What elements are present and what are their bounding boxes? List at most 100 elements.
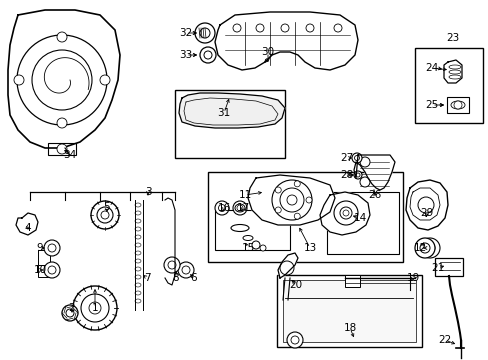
- Ellipse shape: [135, 275, 141, 279]
- Circle shape: [32, 50, 92, 110]
- Polygon shape: [164, 198, 175, 285]
- Ellipse shape: [448, 65, 460, 69]
- Circle shape: [275, 207, 281, 213]
- Ellipse shape: [448, 70, 460, 74]
- Text: 34: 34: [63, 150, 77, 160]
- Circle shape: [260, 245, 265, 251]
- Circle shape: [339, 207, 351, 219]
- Circle shape: [359, 177, 369, 187]
- Circle shape: [195, 23, 215, 43]
- Circle shape: [101, 211, 109, 219]
- Circle shape: [359, 157, 369, 167]
- Polygon shape: [353, 155, 394, 190]
- Text: 7: 7: [143, 273, 150, 283]
- Circle shape: [251, 241, 260, 249]
- Circle shape: [353, 171, 361, 179]
- Circle shape: [453, 101, 461, 109]
- Circle shape: [81, 294, 109, 322]
- Bar: [434, 258, 462, 276]
- Circle shape: [271, 180, 311, 220]
- Text: 2: 2: [68, 303, 75, 313]
- Circle shape: [48, 266, 56, 274]
- Text: 6: 6: [190, 273, 197, 283]
- Circle shape: [182, 266, 190, 274]
- Ellipse shape: [135, 267, 141, 271]
- Text: 27: 27: [340, 153, 353, 163]
- Text: 24: 24: [425, 63, 438, 73]
- Circle shape: [57, 144, 67, 154]
- Circle shape: [294, 181, 300, 187]
- Text: 18: 18: [343, 323, 356, 333]
- Ellipse shape: [135, 251, 141, 255]
- Circle shape: [281, 24, 288, 32]
- Text: 19: 19: [406, 273, 419, 283]
- Circle shape: [215, 201, 228, 215]
- Bar: [38, 265, 53, 277]
- Circle shape: [44, 262, 60, 278]
- Polygon shape: [179, 93, 285, 128]
- Circle shape: [305, 197, 311, 203]
- Bar: [326, 192, 398, 254]
- Bar: [38, 250, 50, 270]
- Circle shape: [163, 257, 180, 273]
- Text: 17: 17: [236, 203, 249, 213]
- Text: 26: 26: [367, 190, 381, 200]
- Text: 4: 4: [24, 223, 31, 233]
- Text: 23: 23: [446, 33, 459, 43]
- Polygon shape: [215, 12, 357, 70]
- Ellipse shape: [135, 219, 141, 223]
- Text: 28: 28: [340, 170, 353, 180]
- Ellipse shape: [135, 211, 141, 215]
- Circle shape: [89, 302, 101, 314]
- Circle shape: [232, 201, 246, 215]
- Bar: [175, 90, 285, 158]
- Bar: [345, 275, 359, 287]
- Circle shape: [57, 118, 67, 128]
- Circle shape: [66, 309, 74, 317]
- Circle shape: [275, 187, 281, 193]
- Circle shape: [280, 188, 304, 212]
- Circle shape: [100, 75, 110, 85]
- Circle shape: [355, 173, 359, 177]
- Circle shape: [178, 262, 194, 278]
- Circle shape: [232, 24, 241, 32]
- Circle shape: [424, 243, 434, 253]
- Text: 21: 21: [430, 263, 444, 273]
- Ellipse shape: [243, 235, 252, 240]
- Circle shape: [91, 201, 119, 229]
- Circle shape: [73, 286, 117, 330]
- Polygon shape: [278, 253, 297, 278]
- Circle shape: [57, 32, 67, 42]
- Circle shape: [414, 238, 434, 258]
- Circle shape: [294, 213, 300, 219]
- Ellipse shape: [448, 75, 460, 79]
- Text: 8: 8: [172, 273, 179, 283]
- Ellipse shape: [135, 259, 141, 263]
- Text: 9: 9: [37, 243, 43, 253]
- Text: 22: 22: [437, 335, 451, 345]
- Circle shape: [354, 156, 359, 161]
- Circle shape: [419, 238, 439, 258]
- Circle shape: [237, 205, 243, 211]
- Text: 11: 11: [238, 190, 251, 200]
- Circle shape: [48, 244, 56, 252]
- Bar: [276, 275, 421, 347]
- Circle shape: [280, 261, 293, 275]
- Ellipse shape: [135, 291, 141, 295]
- Ellipse shape: [235, 204, 244, 212]
- Polygon shape: [443, 60, 461, 83]
- Text: 3: 3: [144, 187, 151, 197]
- Circle shape: [333, 24, 341, 32]
- Polygon shape: [16, 213, 38, 235]
- Bar: [283, 280, 415, 342]
- Circle shape: [203, 51, 212, 59]
- Circle shape: [417, 197, 433, 213]
- Text: 5: 5: [103, 202, 110, 212]
- Ellipse shape: [135, 299, 141, 303]
- Circle shape: [256, 24, 264, 32]
- Circle shape: [342, 210, 348, 216]
- Text: 25: 25: [425, 100, 438, 110]
- Bar: [48, 143, 76, 155]
- Text: 29: 29: [420, 208, 433, 218]
- Polygon shape: [405, 180, 447, 230]
